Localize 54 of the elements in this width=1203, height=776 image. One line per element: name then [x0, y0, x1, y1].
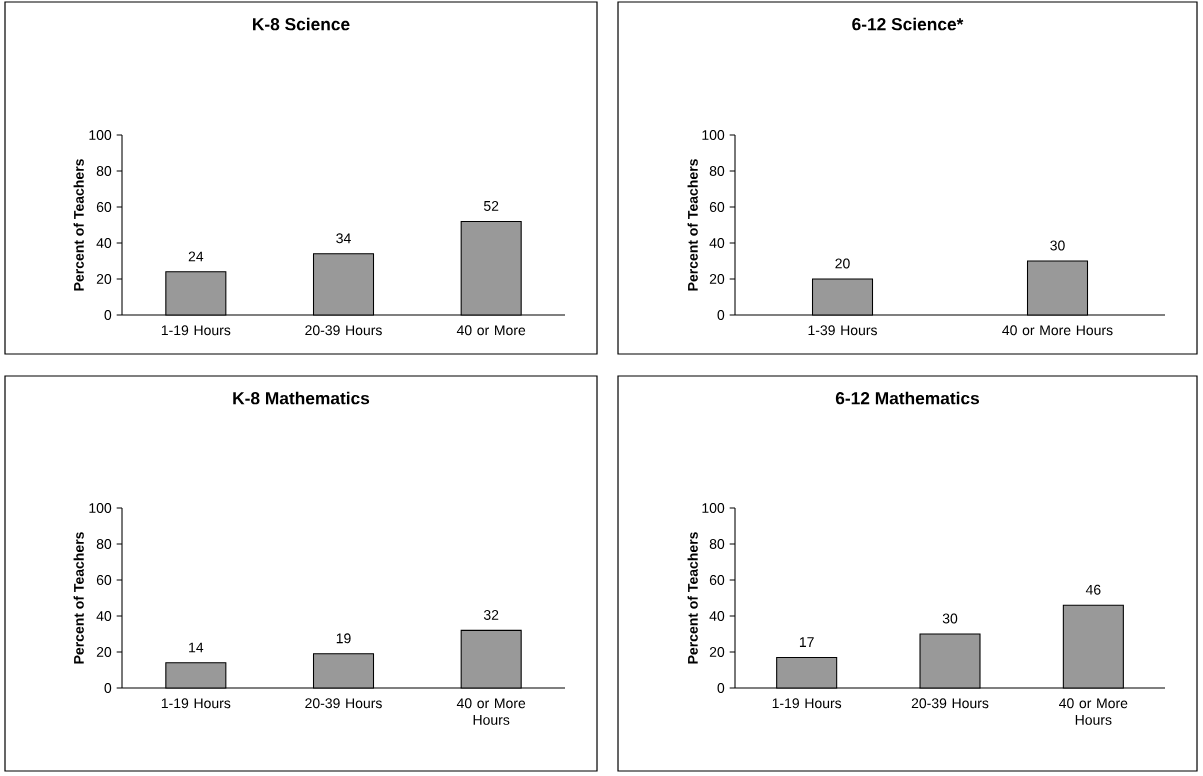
chart-title: K-8 Science [253, 17, 350, 31]
y-tick-label: 40 [96, 611, 112, 621]
y-axis-title: Percent of Teachers [687, 532, 698, 664]
y-axis-title: Percent of Teachers [73, 532, 84, 664]
y-tick-label: 60 [709, 575, 725, 585]
y-tick-label: 20 [96, 274, 112, 284]
x-tick-label: 40 or More [456, 325, 526, 336]
y-tick-label: 60 [709, 202, 725, 212]
x-tick-label: 40 or More Hours [1059, 698, 1128, 725]
data-label: 30 [1050, 240, 1065, 251]
y-tick-label: 20 [709, 647, 725, 657]
y-tick-label: 80 [709, 539, 725, 549]
data-label: 17 [799, 637, 814, 647]
x-tick-label: 20-39 Hours [305, 698, 382, 709]
y-tick-label: 100 [89, 503, 112, 513]
y-tick-label: 80 [96, 539, 112, 549]
x-tick-label: 20-39 Hours [911, 698, 989, 709]
chart-title: 6-12 Science* [852, 17, 964, 31]
y-tick-label: 20 [96, 647, 112, 657]
y-tick-label: 0 [104, 683, 112, 693]
x-tick-label: 20-39 Hours [305, 325, 382, 336]
data-label: 19 [336, 633, 351, 644]
data-label: 34 [336, 233, 351, 244]
x-tick-label: 40 or More Hours [1002, 325, 1113, 336]
data-label: 30 [942, 613, 958, 624]
y-tick-label: 40 [709, 611, 725, 621]
x-tick-label: 1-39 Hours [808, 325, 877, 336]
y-tick-label: 60 [96, 575, 112, 585]
data-label: 24 [188, 251, 204, 262]
y-tick-label: 60 [96, 202, 112, 212]
data-label: 46 [1085, 584, 1101, 595]
y-tick-label: 100 [702, 503, 725, 513]
y-tick-label: 40 [709, 238, 725, 248]
x-tick-label: 1-19 Hours [772, 698, 842, 709]
y-axis-title: Percent of Teachers [687, 159, 698, 291]
y-tick-label: 0 [717, 683, 725, 693]
data-label: 14 [189, 642, 204, 653]
y-tick-label: 80 [709, 166, 725, 176]
data-label: 52 [483, 200, 499, 211]
x-tick-label: 1-19 Hours [161, 698, 231, 709]
data-label: 32 [483, 609, 499, 620]
y-tick-label: 100 [89, 130, 112, 140]
chart-title: 6-12 Mathematics [835, 391, 980, 405]
y-tick-label: 100 [702, 130, 725, 140]
data-label: 20 [835, 258, 850, 269]
y-tick-label: 20 [709, 274, 725, 284]
chart-title: K-8 Mathematics [233, 391, 370, 405]
x-tick-label: 1-19 Hours [161, 325, 231, 336]
y-tick-label: 0 [104, 310, 112, 320]
y-axis-title: Percent of Teachers [73, 159, 84, 291]
y-tick-label: 80 [96, 166, 112, 176]
x-tick-label: 40 or More Hours [456, 698, 526, 725]
y-tick-label: 0 [717, 310, 725, 320]
y-tick-label: 40 [96, 238, 112, 248]
